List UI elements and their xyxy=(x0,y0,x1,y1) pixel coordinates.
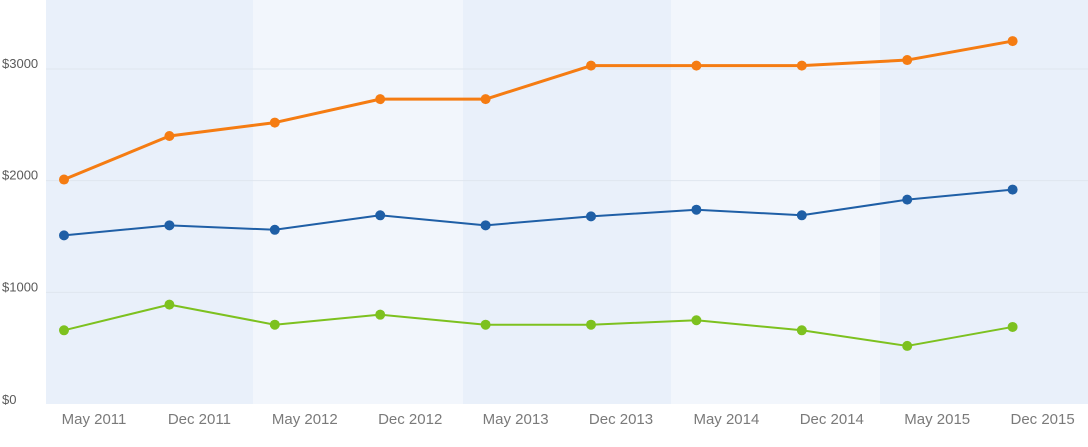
data-point[interactable] xyxy=(586,319,596,330)
data-point[interactable] xyxy=(902,55,913,66)
x-tick-label: May 2013 xyxy=(483,411,549,428)
y-tick-label: $0 xyxy=(2,392,16,407)
data-point[interactable] xyxy=(480,319,491,330)
data-point[interactable] xyxy=(59,174,69,185)
data-point[interactable] xyxy=(59,230,69,241)
data-point[interactable] xyxy=(480,220,491,231)
series-line xyxy=(63,303,1014,347)
series-3 xyxy=(59,299,1018,351)
data-point[interactable] xyxy=(796,325,807,336)
data-point[interactable] xyxy=(1007,321,1018,332)
background-band xyxy=(671,0,880,404)
data-point[interactable] xyxy=(375,309,386,320)
x-tick-label: Dec 2011 xyxy=(168,411,231,428)
data-point[interactable] xyxy=(375,210,386,221)
data-point[interactable] xyxy=(796,210,807,221)
data-point[interactable] xyxy=(586,211,596,222)
y-tick-label: $2000 xyxy=(2,168,38,183)
series-line xyxy=(62,39,1015,182)
x-axis-ticks: May 2011 Dec 2011 May 2012 Dec 2012 May 2013… xyxy=(62,411,1075,428)
series-1 xyxy=(59,36,1018,185)
y-axis-ticks: $0 $1000 $2000 $3000 xyxy=(2,56,38,407)
data-point[interactable] xyxy=(269,224,280,235)
x-tick-label: May 2011 xyxy=(62,411,127,428)
data-point[interactable] xyxy=(1007,36,1018,47)
data-point[interactable] xyxy=(480,94,491,105)
x-tick-label: May 2015 xyxy=(904,411,970,428)
series-2 xyxy=(59,184,1018,241)
data-point[interactable] xyxy=(691,315,702,326)
data-point[interactable] xyxy=(586,60,596,71)
series-group xyxy=(59,36,1018,351)
data-point[interactable] xyxy=(1007,184,1018,195)
x-tick-label: Dec 2013 xyxy=(589,411,653,428)
data-point[interactable] xyxy=(796,60,807,71)
y-tick-label: $3000 xyxy=(2,56,38,71)
background-band xyxy=(880,0,1088,404)
data-point[interactable] xyxy=(691,204,702,215)
x-tick-label: Dec 2012 xyxy=(378,411,442,428)
series-line xyxy=(63,188,1014,237)
data-point[interactable] xyxy=(902,340,913,351)
y-tick-label: $1000 xyxy=(2,279,38,294)
data-point[interactable] xyxy=(269,319,280,330)
gridlines xyxy=(46,68,1088,293)
background-band xyxy=(253,0,463,404)
data-point[interactable] xyxy=(269,117,280,128)
data-point[interactable] xyxy=(902,194,913,205)
background-band xyxy=(463,0,671,404)
x-tick-label: Dec 2015 xyxy=(1010,411,1074,428)
x-tick-label: Dec 2014 xyxy=(800,411,864,428)
data-point[interactable] xyxy=(375,94,386,105)
data-point[interactable] xyxy=(164,220,175,231)
data-point[interactable] xyxy=(691,60,702,71)
x-tick-label: May 2014 xyxy=(693,411,759,428)
data-point[interactable] xyxy=(59,325,69,336)
background-bands xyxy=(46,0,1088,404)
background-band xyxy=(46,0,253,404)
data-point[interactable] xyxy=(164,299,175,310)
x-tick-label: May 2012 xyxy=(272,411,338,428)
data-point[interactable] xyxy=(164,130,175,141)
